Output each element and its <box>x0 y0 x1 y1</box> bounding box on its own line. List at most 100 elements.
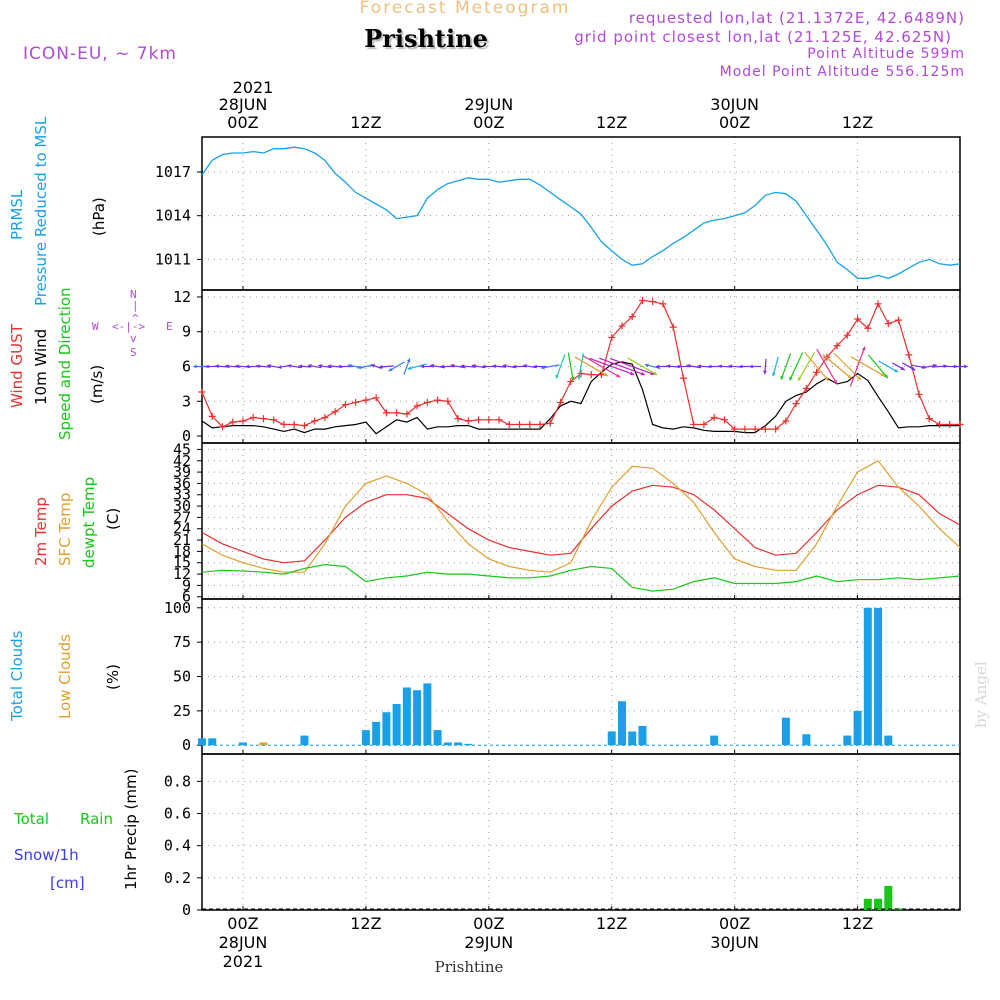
y-tick-label: 33 <box>173 486 191 504</box>
precip-snow-label: Snow/1h <box>14 846 79 864</box>
gust-marker <box>792 400 800 408</box>
wind-arrow <box>577 353 584 380</box>
wind-arrow <box>420 364 435 369</box>
wind-arrow <box>609 357 655 376</box>
time-axis-label: 12Z <box>350 113 382 132</box>
wind-arrow-head <box>460 364 465 369</box>
wind-arrow-shaft <box>816 348 838 385</box>
wind-arrow-head <box>911 366 916 371</box>
wind-arrow-head <box>318 364 323 368</box>
model-point-altitude: Model Point Altitude 556.125m <box>719 64 965 80</box>
gust-marker <box>341 401 349 409</box>
wind-arrow-shaft <box>627 357 658 376</box>
total-clouds-bar <box>454 742 463 746</box>
y-tick-label: 0.4 <box>164 837 191 855</box>
gust-marker <box>700 420 708 428</box>
wind-arrow-head <box>502 364 507 368</box>
wind-arrow-head <box>894 368 899 373</box>
wind-arrow-head <box>824 376 829 381</box>
wind-arrow-head <box>193 364 197 369</box>
panel-frame <box>201 753 961 911</box>
gust-marker <box>485 416 493 424</box>
gust-marker <box>382 409 390 417</box>
y-tick-label: 50 <box>173 668 191 686</box>
gust-marker <box>567 378 575 386</box>
wind-arrow-head <box>780 375 785 380</box>
wind-arrow-head <box>540 365 545 370</box>
wind-arrow <box>816 348 838 385</box>
compass-east: E <box>166 320 173 333</box>
compass-south: S <box>130 346 137 359</box>
wind-arrow <box>902 362 916 371</box>
total-clouds-bar <box>607 731 616 746</box>
wind-arrow <box>738 364 751 369</box>
wind-arrow-head <box>772 372 776 377</box>
wind-arrow <box>582 355 621 378</box>
y-tick-label: 0 <box>182 901 191 919</box>
wind-arrow <box>574 356 609 377</box>
wind-arrow <box>718 364 731 369</box>
gust-marker <box>741 425 749 433</box>
wind-arrow <box>644 363 661 370</box>
y-tick-label: 1011 <box>155 250 191 268</box>
wind-arrow-head <box>763 370 767 375</box>
wind-arrow-shaft <box>822 354 852 379</box>
gust-marker <box>813 368 821 376</box>
precip-total-label: Total <box>14 810 50 828</box>
gust-marker <box>239 417 247 425</box>
total-clouds-bar <box>710 735 719 746</box>
wind-arrow-head <box>856 376 861 381</box>
wind-arrow <box>589 357 635 376</box>
y-tick-label: 42 <box>173 452 191 470</box>
gust-marker <box>311 417 319 425</box>
wind-arrow-head <box>847 374 852 379</box>
wind-arrow-head <box>533 364 537 369</box>
precip-rain-label: Rain <box>80 810 113 828</box>
wind-arrow-head <box>267 364 271 368</box>
top-axis-year: 2021 <box>232 78 274 97</box>
wind-arrow-head <box>603 372 608 377</box>
wind-arrow-shaft <box>582 355 621 378</box>
time-axis-label: 12Z <box>596 914 628 933</box>
wind-arrow <box>952 364 968 369</box>
wind-arrow-head <box>379 364 383 369</box>
gust-marker <box>300 422 308 430</box>
rain-bar <box>874 898 883 910</box>
wind-arrow-head <box>440 364 444 369</box>
gust-marker <box>352 398 360 406</box>
y-tick-label: 39 <box>173 463 191 481</box>
total-clouds-bar <box>413 690 422 746</box>
wind-arrow-shaft <box>833 352 862 381</box>
y-tick-label: 75 <box>173 633 191 651</box>
gust-marker <box>690 420 698 428</box>
time-axis-label: 30JUN <box>710 95 760 114</box>
wind-arrow-head <box>430 363 435 368</box>
wind-arrow-head <box>880 372 885 377</box>
bottom-station-label: Prishtine <box>434 958 504 976</box>
gust-marker <box>710 414 718 421</box>
y-tick-label: 0.2 <box>164 869 191 887</box>
gust-marker <box>454 415 462 423</box>
wind-arrow-head <box>420 364 425 369</box>
gust-marker <box>393 409 401 417</box>
wind-arrow-shaft <box>789 352 804 381</box>
time-axis-label: 2021 <box>222 952 264 971</box>
gust-marker <box>895 316 903 324</box>
wind-arrow-head <box>245 364 250 369</box>
gust-marker <box>669 323 677 331</box>
wind-arrow <box>728 364 741 369</box>
grid-point-coordinates: grid point closest lon,lat (21.125E, 42.… <box>574 28 952 46</box>
gust-marker <box>372 394 380 402</box>
wind-arrow <box>772 356 779 377</box>
gust-marker <box>884 320 892 328</box>
y-tick-label: 9 <box>182 323 191 341</box>
gust-marker <box>362 396 370 404</box>
wind-arrow <box>407 363 427 370</box>
wind-arrow-head <box>471 364 476 368</box>
gust-marker <box>628 313 636 321</box>
wind-arrow-head <box>337 364 342 369</box>
series-line-prmsl <box>201 146 961 279</box>
gust-marker <box>864 324 872 332</box>
rain-bar <box>884 885 893 910</box>
